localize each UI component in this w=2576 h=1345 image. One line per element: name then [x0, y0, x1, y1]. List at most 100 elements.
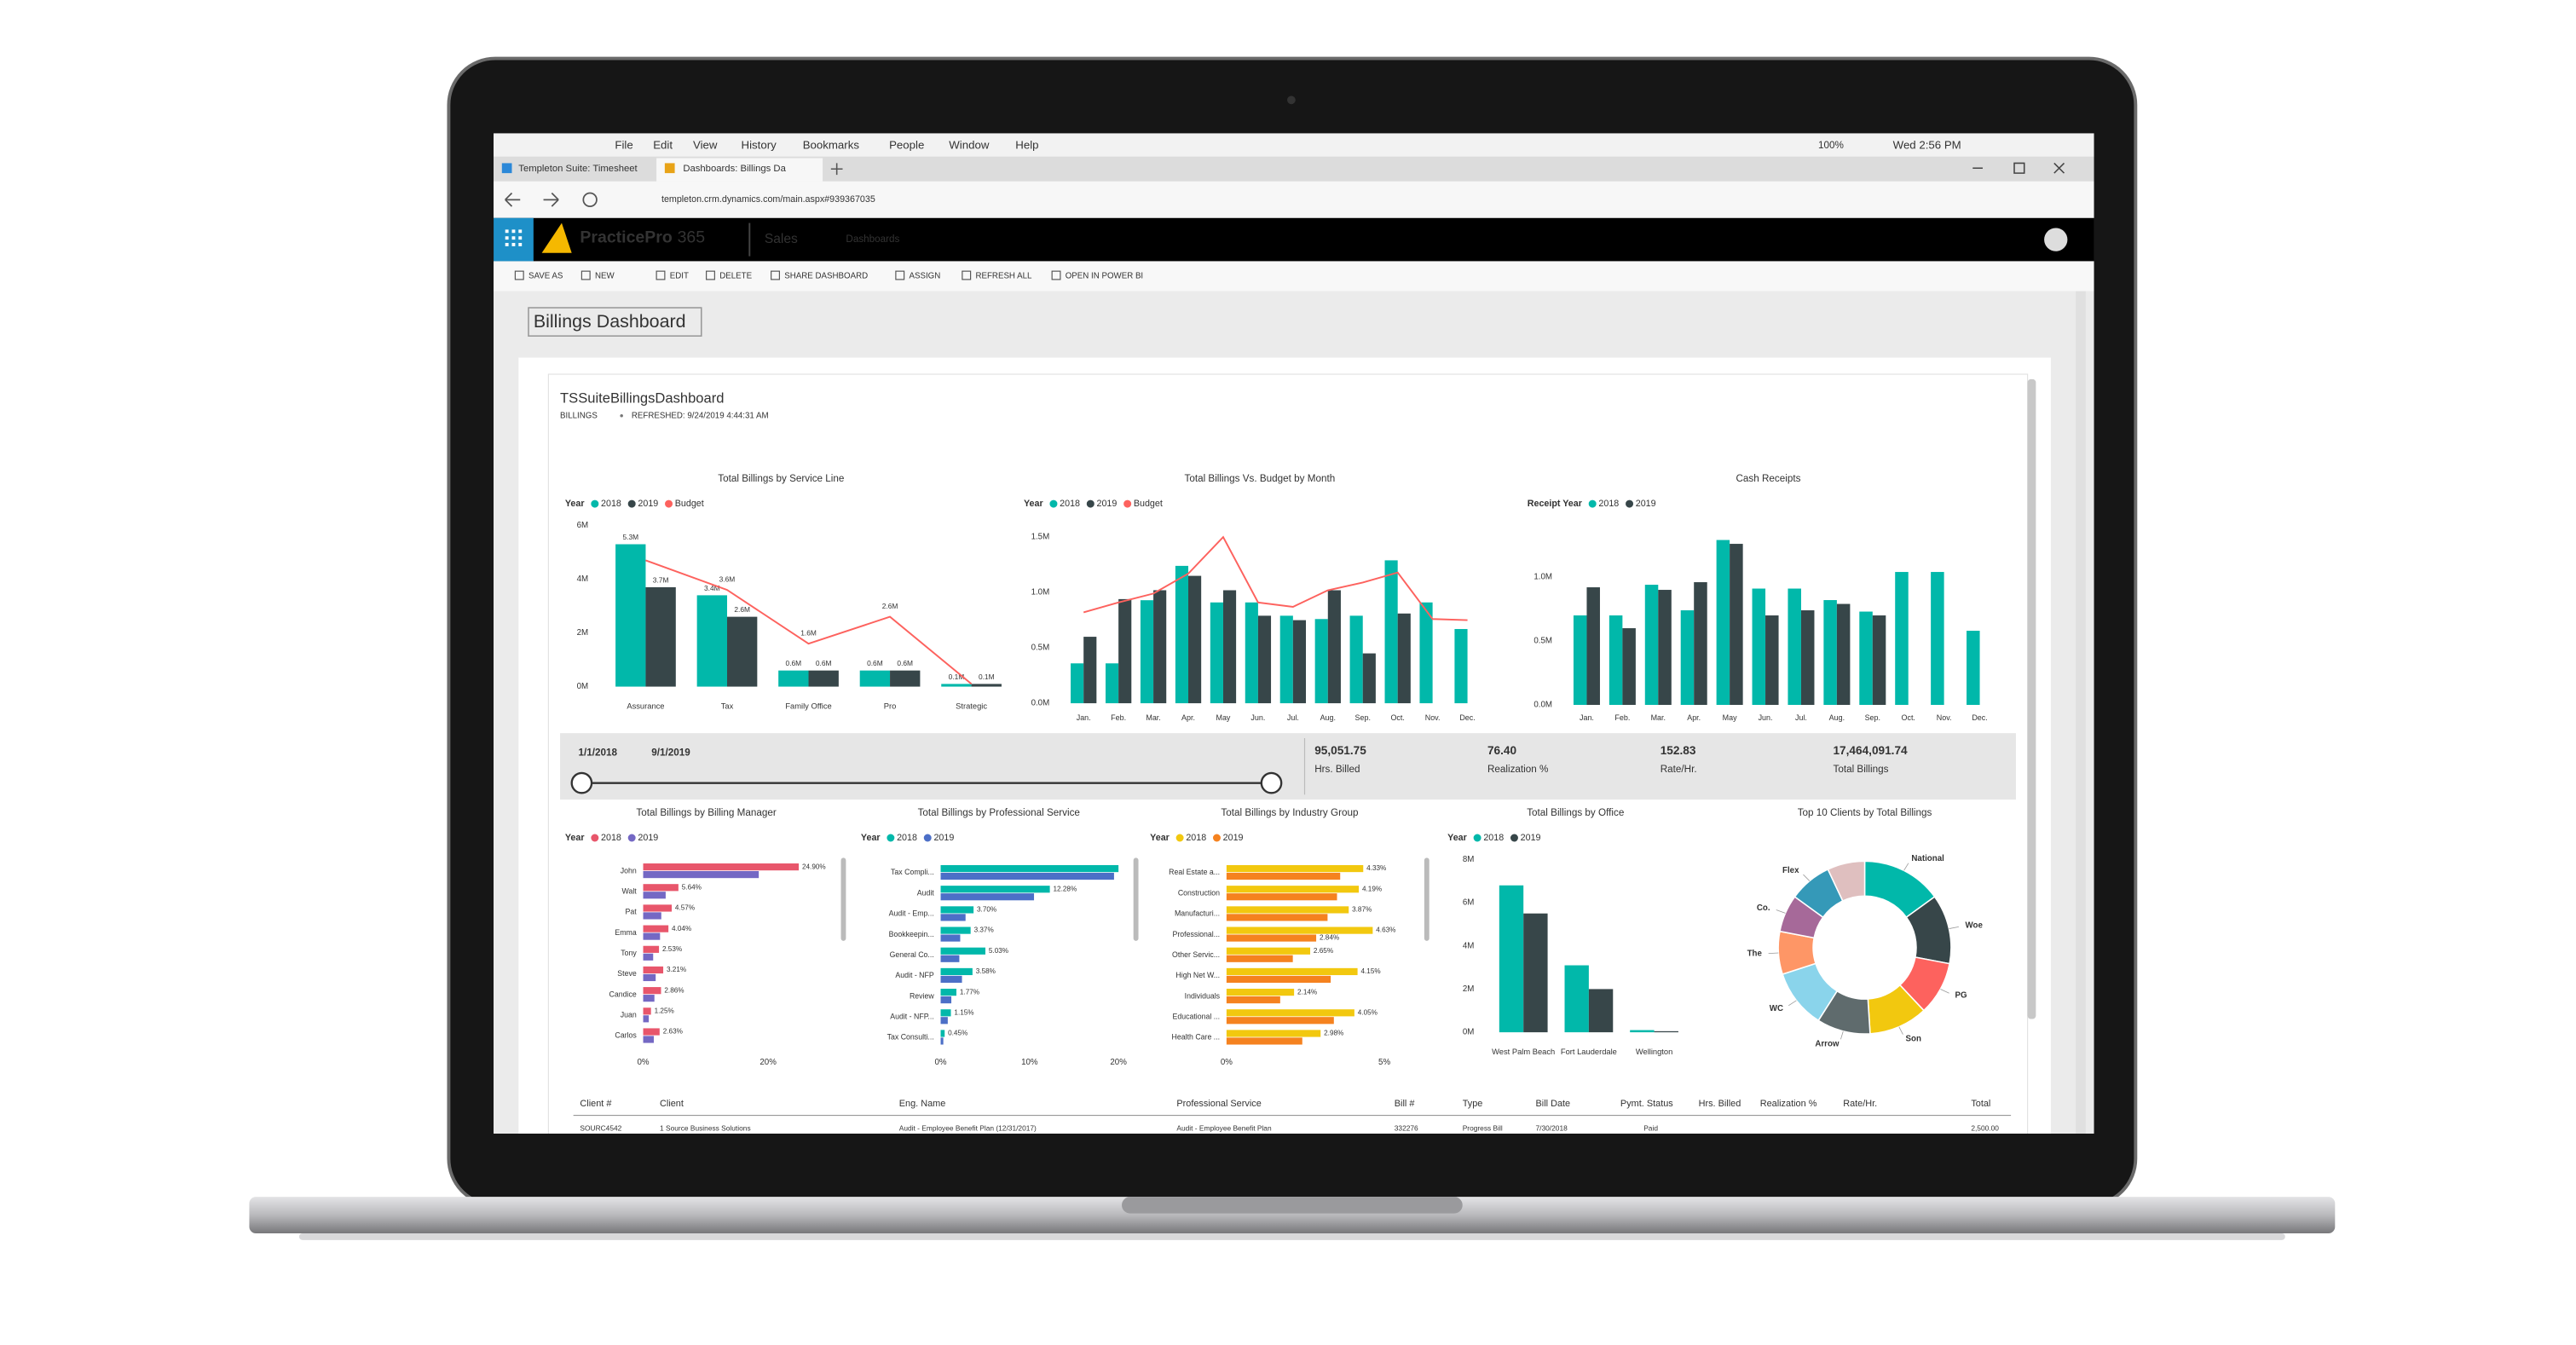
legend-swatch [1626, 499, 1634, 508]
column-header[interactable]: Realization % [1760, 1099, 1817, 1109]
scrollbar[interactable] [2027, 378, 2036, 1019]
x-tick-label: Oct. [1390, 713, 1404, 722]
table-cell: Audit - Employee Benefit Plan [1176, 1123, 1272, 1132]
bar [940, 864, 1119, 873]
bar [1314, 619, 1328, 704]
y-tick-label: Audit - NFP [895, 971, 933, 979]
legend-swatch [1473, 834, 1481, 842]
bar [1716, 540, 1730, 706]
menu-item[interactable]: Bookmarks [803, 138, 860, 151]
page-scrollbar[interactable] [2076, 291, 2086, 1134]
column-header[interactable]: Client # [580, 1099, 612, 1109]
y-tick-label: Other Servic... [1172, 950, 1220, 959]
legend-title: Year [565, 833, 585, 843]
bar [1384, 560, 1398, 704]
table-cell: SOURC4542 [580, 1123, 621, 1132]
bar [940, 1030, 945, 1037]
tab-title[interactable]: Dashboards: Billings Da [683, 164, 786, 174]
kpi-label: Realization % [1487, 764, 1548, 775]
column-header[interactable]: Bill Date [1536, 1099, 1571, 1109]
command-icon [962, 270, 972, 280]
dashboard-selector[interactable]: Billings Dashboard [534, 311, 686, 332]
data-label: 1.6M [800, 629, 817, 638]
window-controls[interactable] [1972, 162, 2065, 174]
menu-item[interactable]: File [615, 138, 632, 151]
table-cell: Paid [1643, 1123, 1658, 1132]
dashboard-selector-box[interactable] [528, 307, 702, 337]
bar [1362, 653, 1376, 704]
command[interactable]: DELETE [719, 272, 752, 281]
avatar[interactable] [2044, 228, 2068, 251]
nav-buttons[interactable] [505, 192, 559, 207]
legend-label: 2019 [638, 833, 658, 843]
column-header[interactable]: Pymt. Status [1620, 1099, 1673, 1109]
column-header[interactable]: Client [660, 1099, 684, 1109]
area[interactable]: Sales [765, 232, 798, 246]
column-header[interactable]: Professional Service [1176, 1099, 1261, 1109]
kpi-value: 152.83 [1661, 744, 1696, 757]
column-header[interactable]: Eng. Name [899, 1099, 946, 1109]
y-tick-label: Pat [626, 908, 638, 916]
chart-title: Total Billings by Billing Manager [636, 807, 776, 818]
slider-handle[interactable] [570, 771, 593, 794]
visual-scrollbar[interactable] [1424, 857, 1430, 941]
legend-label: Budget [1134, 499, 1163, 509]
tab-title[interactable]: Templeton Suite: Timesheet [518, 164, 638, 174]
url[interactable]: templeton.crm.dynamics.com/main.aspx#939… [661, 194, 875, 205]
bar [643, 1028, 660, 1036]
visual-scrollbar[interactable] [1133, 857, 1139, 941]
reload[interactable] [582, 192, 598, 207]
command[interactable]: REFRESH ALL [975, 272, 1032, 281]
bar [1564, 965, 1589, 1033]
legend-swatch [627, 834, 636, 842]
bar [1226, 947, 1311, 955]
leader-line [1898, 1026, 1903, 1035]
column-header[interactable]: Hrs. Billed [1699, 1099, 1741, 1109]
data-label: 4.04% [672, 925, 691, 932]
command[interactable]: EDIT [670, 272, 689, 281]
command[interactable]: NEW [595, 272, 615, 281]
legend-swatch [591, 499, 599, 508]
chart-title: Total Billings Vs. Budget by Month [1184, 473, 1335, 484]
legend-swatch [1086, 499, 1095, 508]
bar [1226, 934, 1317, 942]
bar [1588, 989, 1614, 1033]
menu-item[interactable]: View [693, 138, 718, 151]
command[interactable]: SHARE DASHBOARD [784, 272, 868, 281]
menu-item[interactable]: History [742, 138, 777, 151]
x-tick-label: 0% [1221, 1058, 1233, 1067]
bar [1823, 600, 1837, 706]
bar [1523, 913, 1548, 1033]
data-label: 4.33% [1366, 864, 1386, 872]
data-label: 2.84% [1320, 934, 1339, 942]
column-header[interactable]: Rate/Hr. [1843, 1099, 1877, 1109]
bar [940, 989, 956, 996]
legend-label: 2018 [1598, 499, 1619, 509]
bar [1349, 615, 1363, 704]
bar [940, 955, 960, 962]
slider-handle[interactable] [1260, 771, 1283, 794]
column-header[interactable]: Total [1971, 1099, 1990, 1109]
data-label: 4.15% [1360, 967, 1380, 975]
column-header[interactable]: Type [1463, 1099, 1483, 1109]
menu-item[interactable]: Window [949, 138, 990, 151]
bar [1226, 967, 1358, 976]
visual-scrollbar[interactable] [840, 857, 846, 941]
command[interactable]: OPEN IN POWER BI [1066, 272, 1143, 281]
breadcrumb[interactable]: Dashboards [846, 234, 899, 245]
legend-swatch [1212, 834, 1221, 842]
bar [1245, 602, 1258, 704]
menu-item[interactable]: People [889, 138, 924, 151]
command-icon [895, 270, 905, 280]
y-tick-label: 4M [577, 574, 589, 584]
menu-item[interactable]: Help [1015, 138, 1038, 151]
command[interactable]: ASSIGN [909, 272, 940, 281]
command[interactable]: SAVE AS [528, 272, 563, 281]
new-tab[interactable] [830, 163, 843, 176]
bar [1222, 590, 1237, 704]
legend-swatch [591, 834, 599, 842]
y-tick-label: Tax Compli... [891, 868, 934, 876]
column-header[interactable]: Bill # [1395, 1099, 1416, 1109]
menu-item[interactable]: Edit [653, 138, 673, 151]
